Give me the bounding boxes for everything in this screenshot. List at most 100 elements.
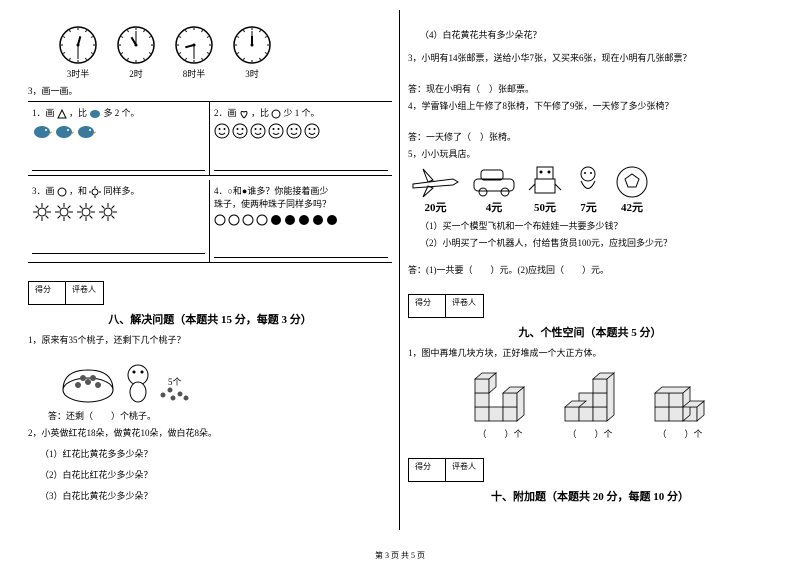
- bird-icon: [32, 123, 52, 139]
- cube-2: （ ）个: [555, 367, 625, 440]
- q5-sub2: （2）小明买了一个机器人，付给售货员100元，应找回多少元？: [420, 236, 772, 249]
- clock-label: 8时半: [174, 67, 214, 80]
- black-bead-icon: [326, 214, 338, 226]
- toy-price: 42元: [612, 199, 652, 215]
- q8-1: 1，原来有35个桃子，还剩下几个桃子？: [28, 333, 392, 346]
- sun-icon: [89, 186, 101, 198]
- left-column: 3时半 2时 8时半 3时 3，画一画。 1．画 ，比 多 2 个。: [20, 10, 400, 530]
- white-bead-icon: [228, 214, 240, 226]
- right-column: （4）白花黄花共有多少朵花？ 3，小明有14张邮票，送给小华7张，又买来6张，现…: [400, 10, 780, 530]
- cube-answer[interactable]: （ ）个: [555, 427, 625, 440]
- sun-icon: [54, 202, 74, 222]
- sub-q1: 1．画 ，比 多 2 个。: [28, 102, 210, 175]
- sub-q2: 2．画 ，比 少 1 个。: [210, 102, 392, 175]
- white-bead-icon: [214, 214, 226, 226]
- grader-label: 评卷人: [446, 458, 484, 482]
- q3-answer[interactable]: 答：现在小明有（ ）张邮票。: [408, 82, 772, 95]
- section-10-title: 十、附加题（本题共 20 分，每题 10 分）: [408, 488, 772, 504]
- grader-label: 评卷人: [66, 281, 104, 305]
- text: 3．画: [32, 186, 55, 196]
- smiley-icon: [271, 109, 281, 119]
- answer-line[interactable]: [32, 242, 205, 254]
- cube-figure-icon: [555, 367, 625, 427]
- sub-q4-title: 4．○和●谁多？你能接着画少 珠子，使两种珠子同样多吗？: [214, 184, 388, 210]
- toy-price: 7元: [571, 199, 606, 215]
- sub-q2-title: 2．画 ，比 少 1 个。: [214, 106, 388, 119]
- sun-icon: [98, 202, 118, 222]
- black-bead-icon: [312, 214, 324, 226]
- cube-answer[interactable]: （ ）个: [465, 427, 535, 440]
- text: 1．画: [32, 108, 55, 118]
- q5-answer[interactable]: 答：(1)一共要（ ）元。(2)应找回（ ）元。: [408, 263, 772, 276]
- clock-label: 3时: [232, 67, 272, 80]
- smiley-icon: [232, 123, 248, 139]
- white-bead-icon: [242, 214, 254, 226]
- toy-airplane: 20元: [408, 164, 463, 215]
- q8-2-sub4: （4）白花黄花共有多少朵花？: [420, 28, 772, 41]
- text: 少 1 个。: [284, 108, 320, 118]
- clock-label: 2时: [116, 67, 156, 80]
- page-footer: 第 3 页 共 5 页: [0, 550, 800, 561]
- clocks-row: 3时半 2时 8时半 3时: [58, 25, 392, 80]
- monkey-illustration: 5个: [58, 350, 392, 405]
- black-bead-icon: [270, 214, 282, 226]
- score-label: 得分: [28, 281, 66, 305]
- cube-figure-icon: [465, 367, 535, 427]
- bird-icon: [89, 109, 101, 119]
- q8-2-sub1: （1）红花比黄花多多少朵？: [40, 447, 392, 460]
- toy-price: 50元: [525, 199, 565, 215]
- cube-3: （ ）个: [645, 367, 715, 440]
- clock-label: 3时半: [58, 67, 98, 80]
- sub-row-1: 1．画 ，比 多 2 个。 2．画 ，比 少 1 个。: [28, 101, 392, 176]
- q9-1: 1，图中再堆几块方块，正好堆成一个大正方体。: [408, 346, 772, 359]
- text: 2．画: [214, 108, 237, 118]
- toy-doll: 7元: [571, 164, 606, 215]
- cube-answer[interactable]: （ ）个: [645, 427, 715, 440]
- clock-item: 3时半: [58, 25, 98, 80]
- q8-1-answer[interactable]: 答：还剩（ ）个桃子。: [48, 409, 392, 422]
- q4b: 4，学雷锋小组上午修了8张椅，下午修了9张，一天修了多少张椅？: [408, 99, 772, 112]
- heart-icon: [239, 109, 249, 119]
- score-box-9: 得分 评卷人: [408, 294, 772, 318]
- smiley-icon: [214, 123, 230, 139]
- toy-robot: 50元: [525, 164, 565, 215]
- q3-right: 3，小明有14张邮票，送给小华7张，又买来6张，现在小明有几张邮票？: [408, 51, 772, 64]
- sub-row-2: 3．画 ，和 同样多。 4．○和●谁多？你能接着画少 珠子，使两种珠子同样多吗？: [28, 180, 392, 263]
- score-label: 得分: [408, 458, 446, 482]
- q8-2-sub2: （2）白花比红花少多少朵？: [40, 468, 392, 481]
- beads-row: [214, 214, 388, 226]
- toy-price: 20元: [408, 199, 463, 215]
- bird-icon: [54, 123, 74, 139]
- text: 同样多。: [104, 186, 140, 196]
- clock-icon: [58, 25, 98, 65]
- grader-label: 评卷人: [446, 294, 484, 318]
- clock-item: 8时半: [174, 25, 214, 80]
- section-9-title: 九、个性空间（本题共 5 分）: [408, 324, 772, 340]
- suns-row: [32, 202, 205, 222]
- triangle-icon: [57, 109, 67, 119]
- answer-line[interactable]: [32, 159, 205, 171]
- text: 4．○和●谁多？你能接着画少: [214, 186, 328, 196]
- answer-line[interactable]: [214, 159, 388, 171]
- white-bead-icon: [256, 214, 268, 226]
- sun-icon: [32, 202, 52, 222]
- smiley-icon: [250, 123, 266, 139]
- clock-item: 3时: [232, 25, 272, 80]
- toy-car: 4元: [469, 164, 519, 215]
- toy-price: 4元: [469, 199, 519, 215]
- sub-q1-title: 1．画 ，比 多 2 个。: [32, 106, 205, 119]
- text: 珠子，使两种珠子同样多吗？: [214, 199, 331, 209]
- sub-q3: 3．画 ，和 同样多。: [28, 180, 210, 262]
- text: ，和: [69, 186, 87, 196]
- q8-2: 2，小英做红花18朵，做黄花10朵，做白花8朵。: [28, 426, 392, 439]
- smiley-icon: [268, 123, 284, 139]
- q4b-answer[interactable]: 答：一天修了（ ）张椅。: [408, 130, 772, 143]
- text: ，比: [69, 108, 87, 118]
- smileys-row: [214, 123, 388, 139]
- sun-icon: [76, 202, 96, 222]
- answer-line[interactable]: [214, 246, 388, 258]
- monkey-basket-icon: 5个: [58, 350, 198, 405]
- clock-item: 2时: [116, 25, 156, 80]
- smiley-icon: [286, 123, 302, 139]
- cubes-row: （ ）个 （ ）个: [408, 367, 772, 440]
